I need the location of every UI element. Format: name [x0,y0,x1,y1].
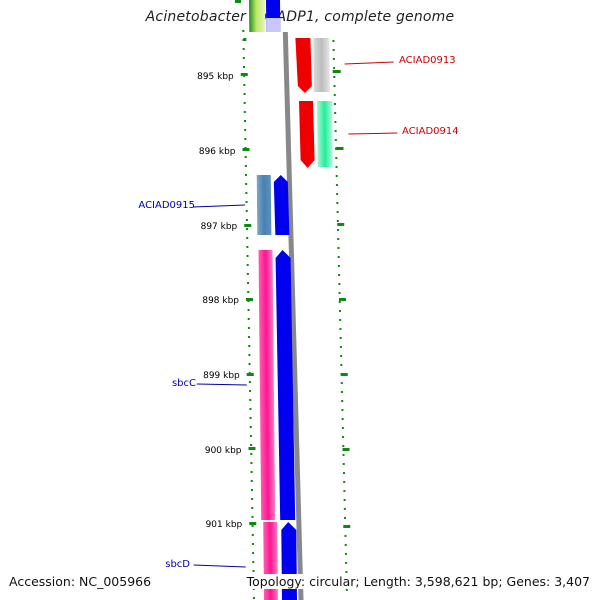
gene-label-ACIAD0915[interactable]: ACIAD0915 [138,200,195,211]
tick-label-899: 899 kbp [203,371,240,381]
gene-ACIAD0915-feature [256,175,272,235]
gene-ACIAD0915-cds [273,175,290,235]
gene-ACIAD0913-feature [313,38,330,92]
top-tick-2 [243,38,247,41]
tick-label-897: 897 kbp [201,222,238,232]
accession-text: Accession: NC_005966 [7,574,154,589]
genome-backbone [282,31,304,600]
gene-ACIAD0914[interactable] [299,101,333,168]
callout-line-ACIAD0913 [344,61,394,65]
gene-label-ACIAD0914[interactable]: ACIAD0914 [402,126,459,137]
inner-guide-left [242,29,255,600]
gene-label-ACIAD0913[interactable]: ACIAD0913 [399,55,456,66]
map-title: Acinetobacter sp. ADP1, complete genome [145,9,455,25]
gene-label-sbcC[interactable]: sbcC [172,378,196,389]
gene-ACIAD0913[interactable] [295,38,330,93]
callout-line-sbcD [193,564,246,568]
gene-ACIAD0914-cds [299,101,315,168]
tick-label-900: 900 kbp [205,446,242,456]
axis-minor-ticks [332,70,351,528]
tick-label-895: 895 kbp [197,72,234,82]
gene-partial-top-green [249,0,266,32]
gene-ACIAD0915[interactable] [256,175,290,235]
gene-sbcC[interactable] [258,250,296,520]
gene-partial-top-blue-shade [266,18,281,32]
callout-line-ACIAD0914 [348,132,398,135]
genome-summary-text: Topology: circular; Length: 3,598,621 bp… [244,574,592,589]
tick-label-901: 901 kbp [206,520,243,530]
gene-ACIAD0913-cds [295,38,312,93]
gene-sbcC-cds [275,250,296,520]
callout-line-sbcC [196,383,247,386]
tick-label-896: 896 kbp [199,147,236,157]
callout-line-ACIAD0915 [193,204,246,208]
gene-label-sbcD[interactable]: sbcD [165,559,190,570]
top-tick [235,0,242,3]
outer-guide-right [332,39,348,597]
axis-major-ticks [240,73,257,525]
gene-ACIAD0914-feature [317,101,333,167]
tick-label-898: 898 kbp [202,296,239,306]
gene-sbcC-feature [258,250,276,520]
